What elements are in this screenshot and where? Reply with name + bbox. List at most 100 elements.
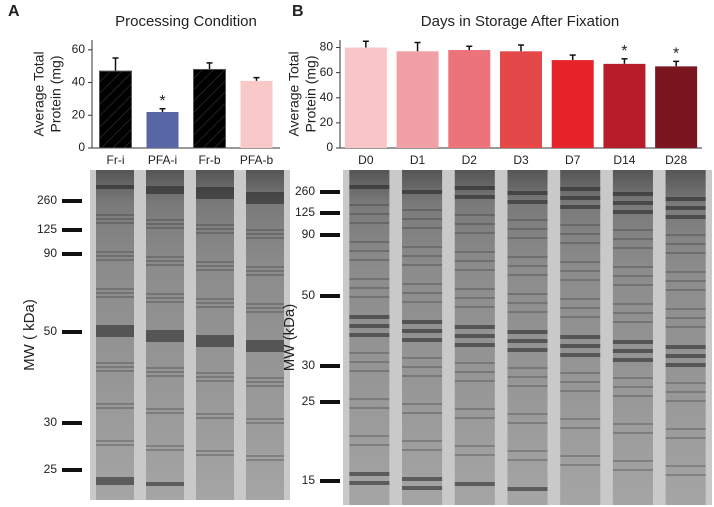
- gel-band: [665, 400, 706, 402]
- y-tick-label: 20: [72, 107, 86, 121]
- gel-band: [246, 192, 284, 196]
- gel-band: [349, 472, 390, 476]
- gel-band: [665, 215, 706, 219]
- bar: [655, 66, 698, 148]
- gel-band: [349, 222, 390, 224]
- gel-band: [454, 186, 495, 190]
- gel-band: [96, 444, 134, 446]
- marker-label: 50: [302, 288, 316, 302]
- gel-band: [146, 219, 184, 221]
- gel-band: [196, 191, 234, 195]
- gel-band: [402, 329, 443, 333]
- gel-band: [665, 391, 706, 393]
- bar: [551, 60, 594, 149]
- gel-band: [96, 251, 134, 253]
- gel-band: [402, 255, 443, 257]
- gel-band: [96, 333, 134, 337]
- marker-label: 125: [295, 205, 315, 219]
- bar: [344, 47, 387, 149]
- gel-band: [402, 264, 443, 266]
- gel-band: [612, 312, 653, 314]
- gel-band: [96, 292, 134, 294]
- gel-band: [612, 210, 653, 214]
- gel-band: [454, 362, 495, 364]
- gel-band: [612, 423, 653, 425]
- panel-label: B: [292, 3, 304, 20]
- gel-band: [196, 232, 234, 234]
- gel-band: [454, 269, 495, 271]
- gel-band: [665, 308, 706, 310]
- gel-band: [146, 260, 184, 262]
- y-tick-label: 60: [72, 42, 86, 56]
- y-tick-label: 40: [72, 75, 86, 89]
- gel-band: [507, 274, 548, 276]
- gel-band: [665, 363, 706, 367]
- x-tick-label: Fr-i: [107, 153, 125, 167]
- gel-band: [402, 486, 443, 490]
- gel-band: [402, 403, 443, 405]
- marker-tick: [320, 233, 340, 237]
- gel-band: [665, 465, 706, 467]
- gel-band: [96, 255, 134, 257]
- marker-label: 25: [302, 394, 316, 408]
- gel-band: [612, 266, 653, 268]
- gel-band: [246, 385, 284, 387]
- gel-band: [349, 296, 390, 298]
- marker-label: 260: [295, 184, 315, 198]
- gel-band: [246, 381, 284, 383]
- gel-band: [665, 243, 706, 245]
- gel-band: [349, 213, 390, 215]
- gel-band: [349, 398, 390, 400]
- gel-band: [507, 367, 548, 369]
- gel-band: [246, 233, 284, 235]
- y-tick-label: 40: [320, 90, 334, 104]
- gel-band: [560, 418, 601, 420]
- gel-band: [612, 460, 653, 462]
- y-tick-label: 60: [320, 65, 334, 79]
- gel-band: [96, 403, 134, 405]
- gel-band: [560, 316, 601, 318]
- gel-band: [560, 390, 601, 392]
- gel-band: [96, 329, 134, 333]
- marker-tick: [320, 211, 340, 215]
- gel-band: [507, 376, 548, 378]
- gel-band: [196, 306, 234, 308]
- gel-band: [454, 223, 495, 225]
- marker-tick: [320, 190, 340, 194]
- gel-band: [402, 227, 443, 229]
- gel-band: [665, 382, 706, 384]
- annotation: *: [159, 93, 165, 110]
- x-tick-label: D3: [513, 153, 529, 167]
- gel-band: [146, 330, 184, 334]
- gel-band: [402, 366, 443, 368]
- gel-band: [402, 292, 443, 294]
- gel-axis-label: MW (kDa): [281, 304, 298, 372]
- gel-band: [246, 303, 284, 305]
- gel-band: [146, 334, 184, 338]
- gel-band: [349, 287, 390, 289]
- gel-band: [246, 422, 284, 424]
- gel-band: [146, 408, 184, 410]
- gel-band: [507, 450, 548, 452]
- gel-lane: [349, 170, 390, 505]
- bar: [240, 80, 273, 148]
- gel-band: [454, 195, 495, 199]
- y-tick-label: 0: [326, 140, 333, 154]
- gel-band: [507, 339, 548, 343]
- gel-band: [560, 205, 601, 209]
- gel-band: [146, 367, 184, 369]
- marker-tick: [62, 199, 82, 203]
- gel-band: [349, 352, 390, 354]
- gel-band: [665, 428, 706, 430]
- annotation: *: [621, 43, 627, 60]
- gel-band: [560, 242, 601, 244]
- gel-band: [454, 297, 495, 299]
- gel-band: [665, 354, 706, 358]
- marker-tick: [62, 468, 82, 472]
- marker-label: 260: [37, 193, 57, 207]
- gel-band: [560, 455, 601, 457]
- gel-band: [246, 459, 284, 461]
- gel-band: [96, 185, 134, 189]
- x-tick-label: D14: [613, 153, 635, 167]
- gel-band: [349, 361, 390, 363]
